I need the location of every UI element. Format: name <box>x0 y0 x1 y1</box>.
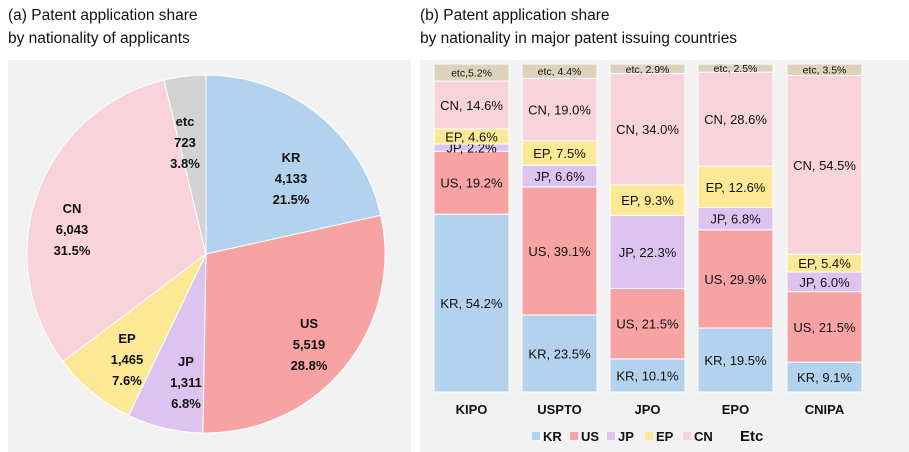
bar-label-epo-cn: CN, 28.6% <box>704 112 767 127</box>
pie-label-etc-name: etc <box>176 114 195 129</box>
bar-label-epo-ep: EP, 12.6% <box>706 180 766 195</box>
bar-segment-cnipa-cn <box>786 74 863 255</box>
bar-label-cnipa-ep: EP, 5.4% <box>798 256 851 271</box>
bar-segment-uspto-us <box>521 186 598 316</box>
bar-segment-jpo-etc <box>609 63 686 75</box>
bar-panel-title: (b) Patent application share by national… <box>420 4 737 50</box>
bar-label-jpo-jp: JP, 22.3% <box>619 245 677 260</box>
legend-label-jp: JP <box>618 429 634 444</box>
bar-label-kipo-us: US, 19.2% <box>440 176 503 191</box>
bar-segment-uspto-cn <box>521 77 598 142</box>
pie-slice-cn <box>26 79 207 363</box>
legend-swatch-jp <box>607 432 615 440</box>
pie-label-cn-percent: 31.5% <box>54 243 91 258</box>
pie-slice-kr <box>205 74 382 255</box>
legend-label-ep: EP <box>656 429 674 444</box>
bar-segment-jpo-cn <box>609 73 686 186</box>
pie-slice-etc <box>163 74 207 255</box>
legend-swatch-kr <box>532 432 540 440</box>
pie-label-kr-percent: 21.5% <box>273 192 310 207</box>
legend-label-cn: CN <box>694 429 713 444</box>
pie-label-cn-value: 6,043 <box>56 222 89 237</box>
bar-label-cnipa-etc: etc, 3.5% <box>803 65 847 77</box>
bar-segment-epo-us <box>697 229 774 329</box>
bar-label-cnipa-kr: KR, 9.1% <box>797 370 852 385</box>
bar-segment-uspto-etc <box>521 63 598 79</box>
pie-slice-us <box>202 214 386 434</box>
category-label-uspto: USPTO <box>537 402 582 417</box>
pie-label-kr-value: 4,133 <box>275 171 308 186</box>
bar-segment-epo-etc <box>697 63 774 73</box>
bar-label-epo-kr: KR, 19.5% <box>704 353 767 368</box>
bar-label-uspto-cn: CN, 19.0% <box>528 103 591 118</box>
pie-label-etc-value: 723 <box>174 135 196 150</box>
bar-title-line-1: (b) Patent application share <box>420 7 610 24</box>
category-label-kipo: KIPO <box>456 402 488 417</box>
bar-segment-epo-kr <box>697 327 774 393</box>
pie-title-line-1: (a) Patent application share <box>8 7 198 24</box>
bar-label-kipo-kr: KR, 54.2% <box>440 296 503 311</box>
bar-segment-epo-cn <box>697 71 774 167</box>
bar-label-kipo-etc: etc,5.2% <box>451 68 492 80</box>
bar-label-cnipa-cn: CN, 54.5% <box>793 158 856 173</box>
category-label-cnipa: CNIPA <box>805 402 845 417</box>
bar-label-epo-etc: etc, 2.5% <box>714 63 758 75</box>
pie-label-ep-percent: 7.6% <box>112 373 142 388</box>
bar-label-uspto-ep: EP, 7.5% <box>533 146 586 161</box>
pie-label-ep-value: 1,465 <box>111 352 144 367</box>
bar-label-uspto-etc: etc, 4.4% <box>538 66 582 78</box>
bar-label-uspto-jp: JP, 6.6% <box>534 169 585 184</box>
pie-label-cn-name: CN <box>63 201 82 216</box>
bar-segment-jpo-kr <box>609 358 686 393</box>
bar-segment-jpo-us <box>609 287 686 360</box>
pie-panel-title: (a) Patent application share by national… <box>8 4 198 50</box>
bar-segment-cnipa-kr <box>786 361 863 393</box>
category-label-epo: EPO <box>722 402 749 417</box>
bar-label-epo-jp: JP, 6.8% <box>710 212 761 227</box>
bar-segment-uspto-kr <box>521 314 598 393</box>
bar-segment-kipo-etc <box>433 63 510 82</box>
bar-label-cnipa-jp: JP, 6.0% <box>799 275 850 290</box>
bar-label-jpo-ep: EP, 9.3% <box>621 193 674 208</box>
pie-label-jp-percent: 6.8% <box>171 396 201 411</box>
pie-label-us-name: US <box>300 316 318 331</box>
bar-label-epo-us: US, 29.9% <box>704 272 767 287</box>
bar-label-cnipa-us: US, 21.5% <box>793 320 856 335</box>
bar-segment-jpo-jp <box>609 214 686 289</box>
pie-title-line-2: by nationality of applicants <box>8 30 190 47</box>
bar-segment-cnipa-etc <box>786 63 863 76</box>
legend-label-us: US <box>581 429 599 444</box>
bar-label-uspto-kr: KR, 23.5% <box>528 346 591 361</box>
bar-label-jpo-cn: CN, 34.0% <box>616 122 679 137</box>
pie-label-jp-name: JP <box>178 354 194 369</box>
bar-title-line-2: by nationality in major patent issuing c… <box>420 30 738 47</box>
bar-segment-cnipa-us <box>786 291 863 363</box>
legend-label-kr: KR <box>543 429 562 444</box>
legend-swatch-ep <box>645 432 653 440</box>
bar-label-kipo-cn: CN, 14.6% <box>440 98 503 113</box>
bar-label-uspto-us: US, 39.1% <box>528 244 591 259</box>
pie-label-us-percent: 28.8% <box>291 358 328 373</box>
pie-label-etc-percent: 3.8% <box>170 156 200 171</box>
legend-label-etc: Etc <box>740 428 763 445</box>
bar-label-jpo-us: US, 21.5% <box>616 317 679 332</box>
bar-segment-kipo-us <box>433 150 510 215</box>
legend-swatch-cn <box>683 432 691 440</box>
pie-label-jp-value: 1,311 <box>170 375 202 390</box>
pie-label-ep-name: EP <box>118 331 136 346</box>
pie-label-us-value: 5,519 <box>293 337 326 352</box>
legend-swatch-us <box>570 432 578 440</box>
pie-label-kr-name: KR <box>282 150 301 165</box>
bar-label-jpo-kr: KR, 10.1% <box>616 368 679 383</box>
bar-label-kipo-ep: EP, 4.6% <box>445 129 498 144</box>
category-label-jpo: JPO <box>634 402 660 417</box>
bar-segment-kipo-kr <box>433 213 510 393</box>
bar-label-jpo-etc: etc, 2.9% <box>626 64 670 76</box>
